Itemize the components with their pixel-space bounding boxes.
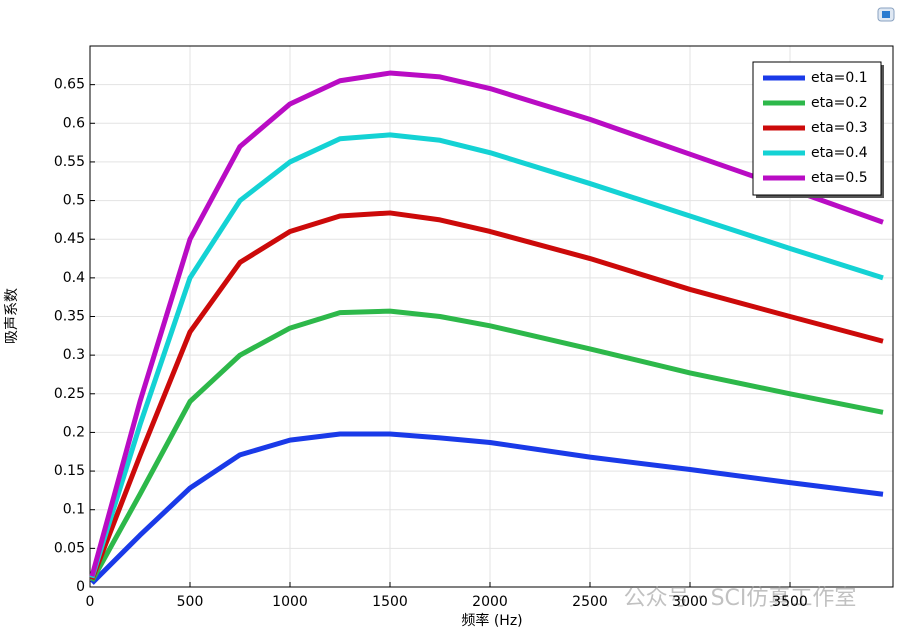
y-tick-label: 0.4	[63, 270, 85, 286]
line-series	[89, 308, 884, 583]
x-tick-label: 1000	[272, 594, 308, 610]
legend-label: eta=0.4	[811, 145, 868, 161]
watermark: 公众号 · SCI仿真工作室	[624, 586, 857, 611]
y-tick-label: 0.45	[54, 231, 85, 247]
line-series	[90, 431, 884, 585]
legend-label: eta=0.2	[811, 95, 868, 111]
y-axis-label: 吸声系数	[4, 288, 20, 344]
toolbar-icon	[877, 7, 895, 22]
y-tick-label: 0.25	[54, 386, 85, 402]
legend-label: eta=0.1	[811, 70, 868, 86]
y-tick-label: 0.55	[54, 154, 85, 170]
legend-label: eta=0.5	[811, 170, 868, 186]
x-tick-label: 0	[86, 594, 95, 610]
x-tick-label: 2000	[472, 594, 508, 610]
y-tick-label: 0.65	[54, 77, 85, 93]
y-tick-label: 0.5	[63, 193, 85, 209]
y-tick-label: 0.6	[63, 115, 85, 131]
y-tick-label: 0.05	[54, 540, 85, 556]
legend-label: eta=0.3	[811, 120, 868, 136]
x-tick-label: 500	[177, 594, 204, 610]
x-tick-label: 3000	[672, 594, 708, 610]
y-tick-label: 0	[76, 579, 85, 595]
line-series	[89, 132, 884, 579]
y-tick-label: 0.15	[54, 463, 85, 479]
line-series	[89, 210, 884, 581]
line-series	[89, 70, 884, 577]
x-tick-label: 3500	[772, 594, 808, 610]
y-tick-label: 0.1	[63, 502, 85, 518]
plot-frame	[89, 45, 894, 588]
x-axis-label: 频率 (Hz)	[461, 612, 522, 629]
x-tick-label: 2500	[572, 594, 608, 610]
y-tick-label: 0.35	[54, 309, 85, 325]
y-tick-label: 0.3	[63, 347, 85, 363]
y-tick-label: 0.2	[63, 424, 85, 440]
x-tick-label: 1500	[372, 594, 408, 610]
